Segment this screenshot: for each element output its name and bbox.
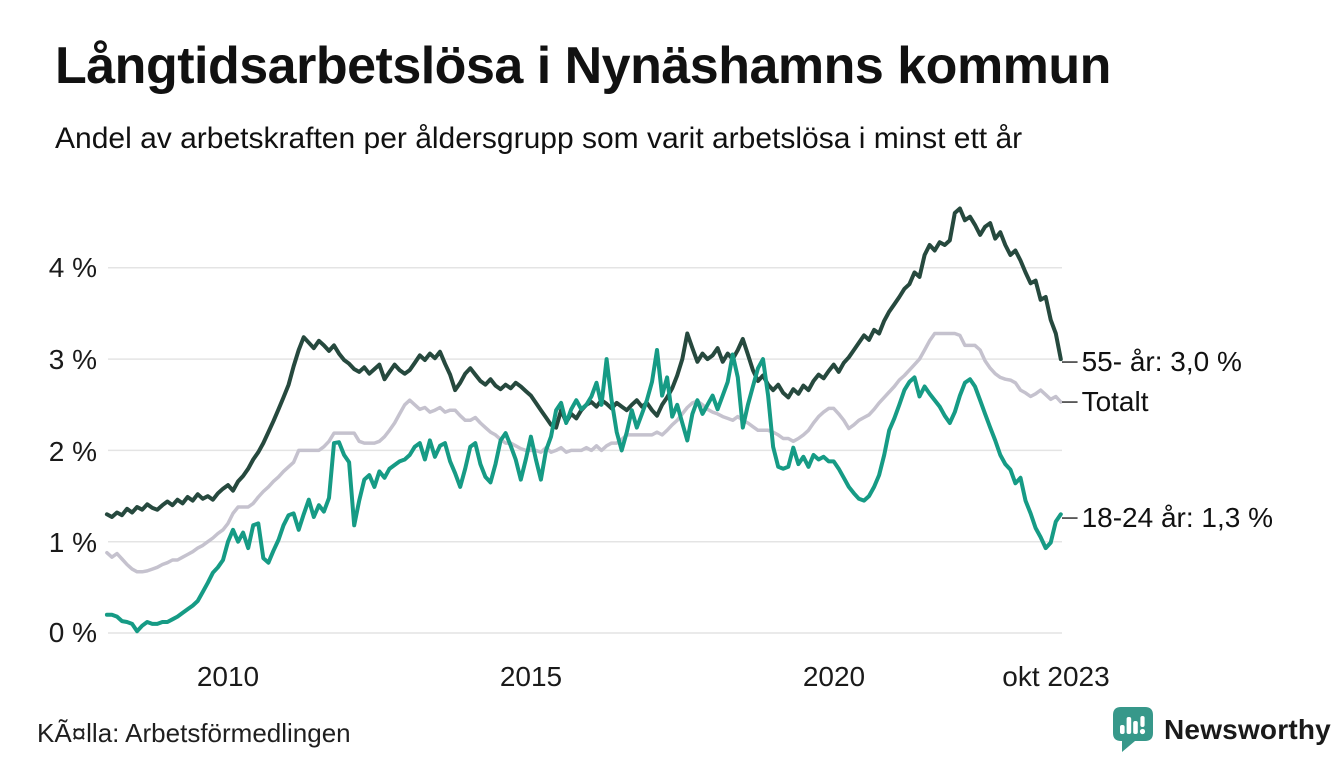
y-axis-tick-4: 4 % [48,252,97,283]
y-axis-tick-0: 0 % [48,617,97,648]
series-label-text: Totalt [1081,386,1149,417]
x-axis-tick-2015: 2015 [499,661,563,692]
series-line-Totalt [105,331,1063,574]
series-tick-dash: – [1062,500,1078,531]
series-label-55-ar: – 55- år: 3,0 % [1062,344,1242,380]
y-axis-tick-1: 1 % [48,527,97,558]
chart-subtitle: Andel av arbetskraften per åldersgrupp s… [55,122,1023,155]
x-axis-tick-2020: 2020 [802,661,866,692]
y-axis-tick-2: 2 % [48,436,97,467]
series-line-18-24-r [104,348,1063,634]
series-label-18-24-ar: – 18-24 år: 1,3 % [1062,500,1273,536]
y-axis-tick-3: 3 % [48,344,97,375]
source-note: KÃ¤lla: Arbetsförmedlingen [37,718,351,748]
newsworthy-logo-icon [1113,707,1153,752]
series-tick-dash: – [1062,384,1078,415]
series-label-text: 55- år: 3,0 % [1081,346,1242,377]
series-label-text: 18-24 år: 1,3 % [1081,502,1274,533]
newsworthy-logo: Newsworthy [1112,706,1331,754]
chart-title: Långtidsarbetslösa i Nynäshamns kommun [55,37,1111,95]
x-axis-tick-2010: 2010 [196,661,260,692]
newsworthy-logo-text: Newsworthy [1164,714,1331,745]
series-tick-dash: – [1062,344,1078,375]
x-axis-tick-okt-2023: okt 2023 [1002,661,1110,692]
series-label-totalt: – Totalt [1062,384,1149,420]
